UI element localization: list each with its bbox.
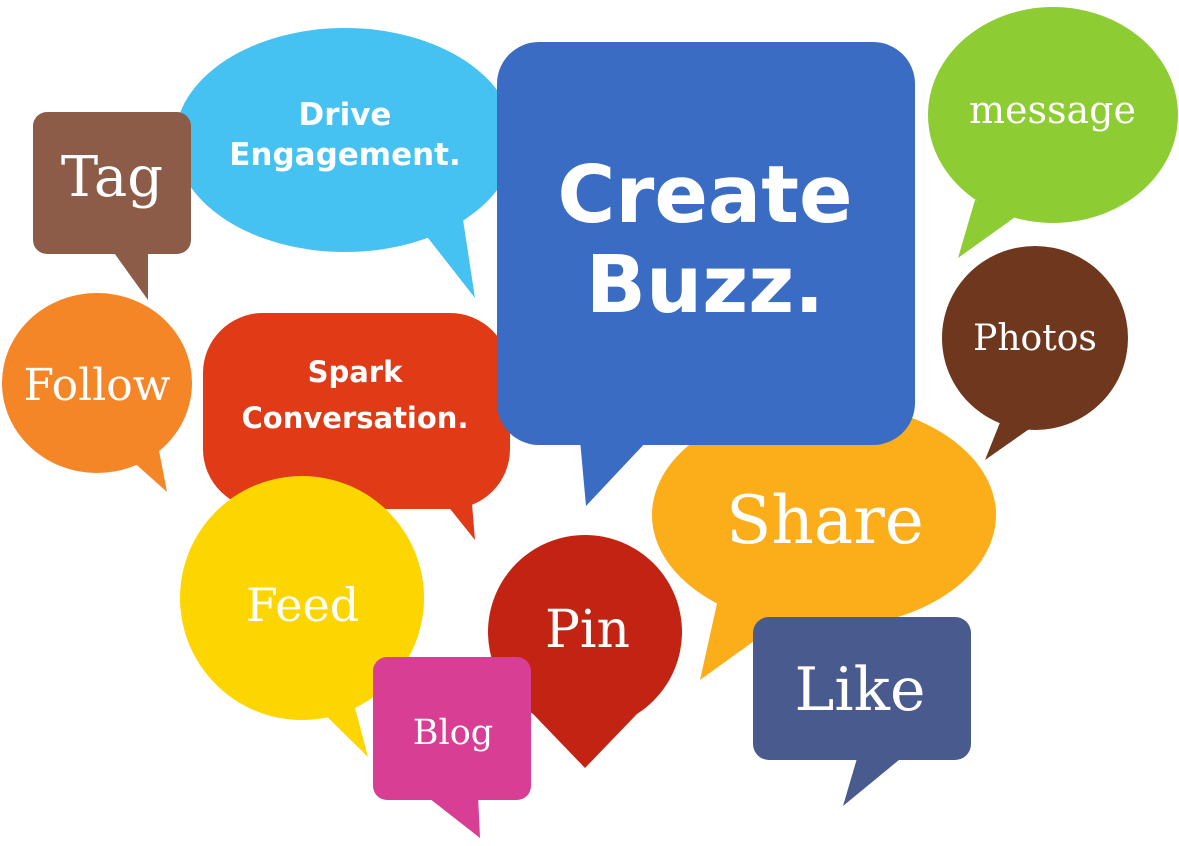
feed-bubble <box>180 476 424 757</box>
spark-conversation-label: Spark Conversation. <box>205 345 505 445</box>
spark-line: Spark <box>307 355 403 389</box>
feed-label: Feed <box>245 578 360 632</box>
buzz-line: Buzz. <box>585 239 825 331</box>
follow-bubble <box>2 293 192 492</box>
share-label: Share <box>726 481 924 559</box>
message-label: message <box>969 88 1136 132</box>
drive-line: Drive <box>298 97 392 133</box>
create-buzz-bubble <box>497 42 915 506</box>
drive-engagement-label: Drive Engagement. <box>205 80 485 190</box>
pin-label: Pin <box>544 600 631 660</box>
blog-label: Blog <box>412 713 494 753</box>
conversation-line: Conversation. <box>241 401 469 435</box>
create-buzz-label: Create Buzz. <box>510 145 900 335</box>
spark-conversation-bubble <box>203 313 510 540</box>
engagement-line: Engagement. <box>229 137 461 173</box>
pin-bubble <box>488 535 682 768</box>
photos-label: Photos <box>973 317 1097 359</box>
like-bubble <box>753 617 971 806</box>
photos-bubble <box>942 246 1128 460</box>
message-bubble <box>928 7 1178 258</box>
share-bubble <box>652 402 996 680</box>
create-line: Create <box>557 149 853 241</box>
blog-bubble <box>373 657 531 838</box>
tag-bubble <box>33 112 191 300</box>
drive-engagement-bubble <box>175 28 515 298</box>
tag-label: Tag <box>60 145 164 210</box>
follow-label: Follow <box>23 359 171 411</box>
like-label: Like <box>794 655 926 725</box>
